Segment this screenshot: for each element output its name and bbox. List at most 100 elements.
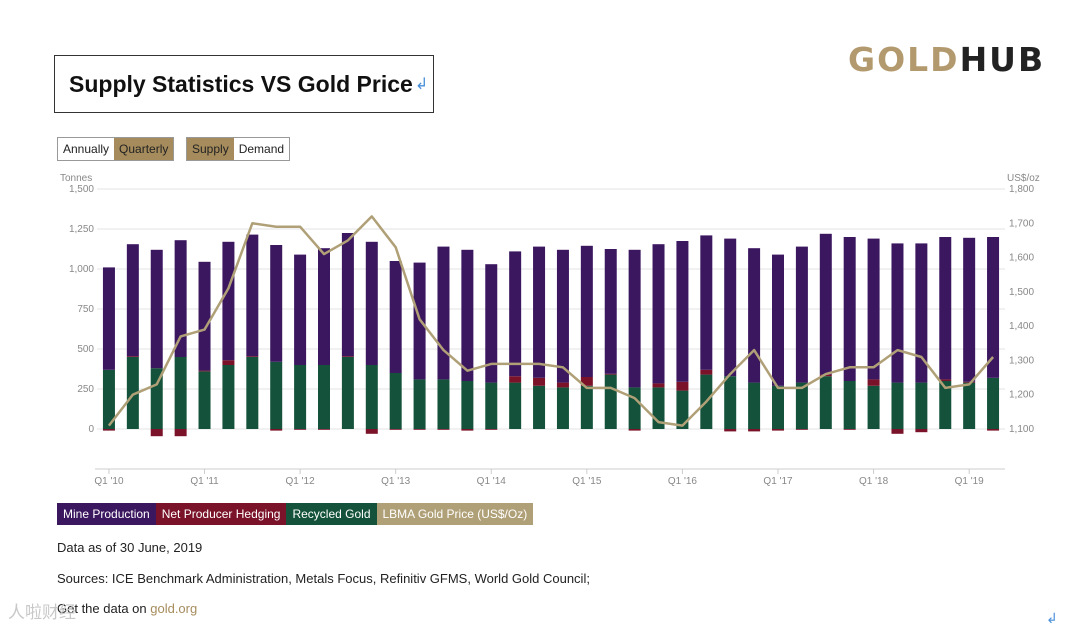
left-tick-label: 1,250 (69, 224, 94, 235)
bar-mine-production (772, 254, 784, 386)
legend-recycled-gold[interactable]: Recycled Gold (286, 503, 377, 525)
bar-mine-production (270, 245, 283, 362)
bar-mine-production (939, 237, 952, 380)
bar-recycled-gold (150, 368, 163, 429)
bar-net-producer-hedging (748, 429, 761, 432)
x-tick-label: Q1 '11 (190, 476, 219, 487)
bar-mine-production (700, 235, 713, 370)
bar-mine-production (102, 267, 115, 370)
annually-button[interactable]: Annually (58, 138, 115, 160)
bar-recycled-gold (604, 374, 617, 429)
bar-net-producer-hedging (365, 429, 378, 434)
bar-net-producer-hedging (102, 429, 115, 431)
x-tick-label: Q1 '15 (572, 476, 602, 487)
bar-net-producer-hedging (126, 356, 139, 357)
legend-gold-price[interactable]: LBMA Gold Price (US$/Oz) (376, 503, 534, 525)
view-toggle: Supply Demand (186, 137, 291, 161)
bar-recycled-gold (365, 365, 378, 429)
disclaimer-text: Get the data on (57, 601, 151, 616)
bar-net-producer-hedging (318, 429, 330, 430)
bar-net-producer-hedging (795, 429, 808, 430)
sources-note: Sources: ICE Benchmark Administration, M… (57, 571, 590, 586)
bar-net-producer-hedging (580, 377, 593, 386)
bar-mine-production (437, 246, 450, 380)
right-tick-label: 1,700 (1009, 218, 1034, 229)
bar-recycled-gold (198, 371, 211, 429)
bar-net-producer-hedging (676, 381, 689, 391)
bar-net-producer-hedging (628, 429, 641, 431)
bar-mine-production (533, 246, 546, 378)
bar-mine-production (318, 248, 330, 365)
bar-net-producer-hedging (556, 382, 569, 388)
right-tick-label: 1,600 (1009, 253, 1034, 264)
left-axis-title: Tonnes (60, 173, 92, 184)
bar-mine-production (676, 241, 689, 382)
x-tick-label: Q1 '18 (859, 476, 889, 487)
bar-mine-production (819, 233, 832, 375)
bar-recycled-gold (580, 385, 593, 429)
left-tick-label: 500 (77, 344, 94, 355)
bar-recycled-gold (795, 382, 808, 429)
bar-mine-production (365, 241, 378, 365)
right-axis-title: US$/oz (1007, 173, 1040, 184)
bar-mine-production (126, 244, 139, 357)
chart-legend: Mine Production Net Producer Hedging Rec… (57, 503, 534, 525)
return-mark-icon: ↲ (1046, 610, 1058, 626)
bar-net-producer-hedging (533, 377, 546, 386)
supply-button[interactable]: Supply (187, 138, 234, 160)
bar-net-producer-hedging (485, 429, 498, 430)
x-tick-label: Q1 '10 (94, 476, 124, 487)
bar-net-producer-hedging (604, 373, 617, 375)
bar-recycled-gold (819, 376, 832, 429)
bar-mine-production (150, 249, 163, 369)
bar-net-producer-hedging (652, 383, 665, 388)
quarterly-button[interactable]: Quarterly (114, 138, 174, 160)
bar-mine-production (748, 248, 761, 383)
bar-recycled-gold (102, 369, 115, 429)
bar-recycled-gold (294, 365, 307, 429)
bar-recycled-gold (724, 376, 737, 429)
legend-net-producer-hedging[interactable]: Net Producer Hedging (155, 503, 287, 525)
left-tick-label: 750 (77, 304, 94, 315)
gold-price-line (107, 215, 995, 427)
bar-net-producer-hedging (867, 379, 880, 386)
bar-recycled-gold (174, 357, 187, 429)
bar-recycled-gold (987, 377, 1000, 429)
bar-net-producer-hedging (198, 370, 211, 372)
bar-mine-production (987, 237, 1000, 378)
x-tick-label: Q1 '19 (955, 476, 985, 487)
right-tick-label: 1,500 (1009, 287, 1034, 298)
left-tick-label: 250 (77, 384, 94, 395)
right-tick-label: 1,200 (1009, 390, 1034, 401)
bar-mine-production (389, 261, 402, 373)
bar-net-producer-hedging (174, 429, 187, 437)
left-tick-label: 0 (88, 424, 94, 435)
bar-net-producer-hedging (437, 429, 450, 430)
bar-mine-production (795, 246, 808, 383)
bar-mine-production (891, 243, 904, 383)
bar-mine-production (843, 237, 856, 381)
page-title: Supply Statistics VS Gold Price (69, 70, 413, 97)
title-box: Supply Statistics VS Gold Price ↲ (54, 55, 434, 113)
bar-recycled-gold (891, 382, 904, 429)
bar-recycled-gold (341, 357, 354, 429)
bar-recycled-gold (939, 381, 952, 429)
bar-recycled-gold (413, 379, 426, 429)
bar-mine-production (724, 238, 737, 377)
logo-hub-text: HUB (959, 40, 1046, 79)
bar-recycled-gold (915, 382, 928, 429)
bar-recycled-gold (246, 357, 259, 429)
bar-net-producer-hedging (413, 429, 426, 430)
demand-button[interactable]: Demand (233, 138, 290, 160)
bar-mine-production (580, 245, 593, 377)
bar-net-producer-hedging (222, 360, 235, 365)
bar-recycled-gold (628, 387, 641, 429)
logo-gold-text: GOLD (848, 40, 960, 79)
bar-recycled-gold (533, 385, 546, 429)
bar-net-producer-hedging (341, 356, 354, 357)
bar-mine-production (652, 244, 665, 384)
bar-mine-production (222, 241, 235, 361)
bar-net-producer-hedging (843, 429, 856, 430)
legend-mine-production[interactable]: Mine Production (57, 503, 156, 525)
gold-org-link[interactable]: gold.org (150, 601, 198, 616)
